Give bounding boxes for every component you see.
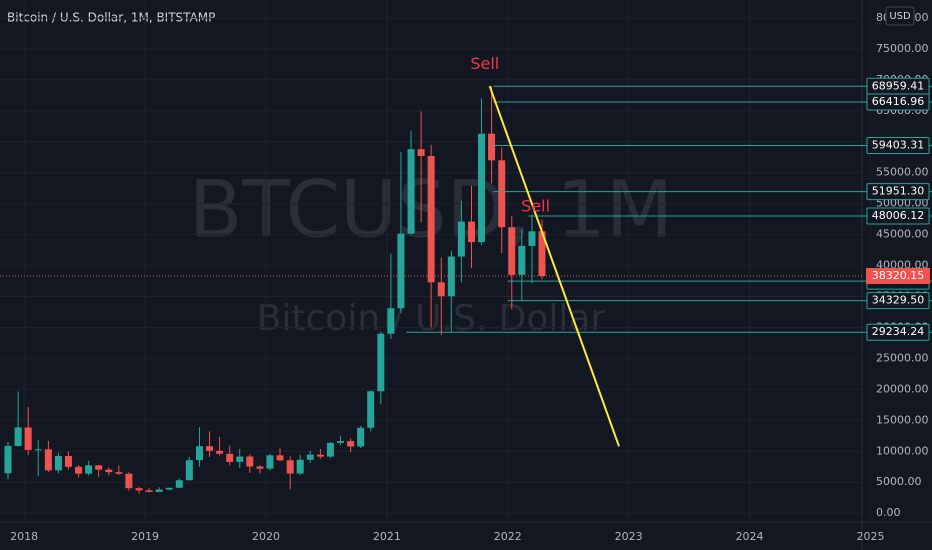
- level-label-box: [866, 323, 930, 341]
- candle-body: [206, 446, 214, 451]
- candle-body: [528, 231, 536, 246]
- candle-body: [457, 221, 465, 257]
- x-tick-label: 2023: [615, 530, 643, 543]
- candle-body: [478, 133, 486, 243]
- candle-body: [246, 456, 254, 467]
- candle-body: [64, 455, 72, 467]
- candle-body: [427, 156, 435, 283]
- candle-body: [538, 231, 546, 276]
- trendline: [488, 85, 620, 447]
- candle-body: [377, 333, 385, 392]
- level-label: 34329.50: [872, 294, 925, 307]
- currency-button-bg[interactable]: [885, 6, 915, 26]
- candle-body: [95, 465, 103, 470]
- candle-body: [417, 149, 425, 156]
- candle-body: [155, 489, 163, 492]
- candle-body: [145, 490, 153, 492]
- last-price-label: 38320.15: [872, 269, 925, 282]
- y-tick-label: 75000.00: [876, 42, 929, 55]
- candle-body: [387, 308, 395, 334]
- y-tick-label: 10000.00: [876, 444, 929, 457]
- level-label-box: [866, 93, 930, 111]
- candle-body: [296, 459, 304, 474]
- x-tick-label: 2019: [131, 530, 159, 543]
- candle-body: [518, 245, 526, 275]
- candle-body: [498, 160, 506, 228]
- candle-body: [488, 133, 496, 161]
- y-tick-label: 5000.00: [876, 475, 922, 488]
- level-label: 66416.96: [872, 95, 925, 108]
- candle-body: [326, 442, 334, 457]
- x-tick-label: 2018: [10, 530, 38, 543]
- candle-body: [125, 473, 133, 489]
- candle-body: [286, 460, 294, 474]
- candle-body: [115, 472, 123, 474]
- y-tick-label: 0.00: [876, 506, 901, 519]
- candle-body: [175, 480, 183, 488]
- candle-body: [105, 469, 113, 473]
- candle-body: [447, 256, 455, 297]
- candle-body: [75, 466, 83, 474]
- level-label-box: [866, 292, 930, 310]
- candle-body: [407, 149, 415, 234]
- candle-body: [195, 446, 203, 461]
- y-tick-label: 15000.00: [876, 413, 929, 426]
- candle-body: [276, 455, 284, 461]
- candle-body: [357, 427, 365, 447]
- candle-body: [85, 465, 93, 474]
- candle-body: [34, 449, 42, 451]
- level-label: 29234.24: [872, 325, 925, 338]
- candle-body: [226, 453, 234, 462]
- y-tick-label: 20000.00: [876, 382, 929, 395]
- candle-body: [216, 450, 224, 454]
- candle-body: [24, 427, 32, 450]
- x-tick-label: 2022: [494, 530, 522, 543]
- level-label: 59403.31: [872, 138, 925, 151]
- candle-body: [336, 441, 344, 443]
- level-label: 51951.30: [872, 185, 925, 198]
- annotation: Sell: [470, 54, 499, 73]
- y-tick-label: 55000.00: [876, 166, 929, 179]
- x-tick-label: 2020: [252, 530, 280, 543]
- level-label-box: [866, 207, 930, 225]
- candle-body: [468, 221, 476, 243]
- candle-body: [256, 466, 264, 469]
- candle-body: [14, 427, 22, 446]
- candle-body: [397, 233, 405, 309]
- last-price-box: [866, 267, 930, 284]
- candle-body: [4, 445, 12, 474]
- level-label: 48006.12: [872, 209, 925, 222]
- candle-body: [165, 487, 173, 490]
- candle-body: [54, 455, 62, 471]
- level-label-box: [866, 136, 930, 154]
- candle-body: [347, 441, 355, 447]
- y-tick-label: 45000.00: [876, 228, 929, 241]
- x-tick-label: 2025: [856, 530, 884, 543]
- annotation: Sell: [521, 196, 550, 215]
- candle-body: [508, 227, 516, 275]
- candle-body: [367, 391, 375, 428]
- candle-body: [135, 488, 143, 491]
- candle-body: [185, 460, 193, 481]
- x-tick-label: 2024: [736, 530, 764, 543]
- y-tick-label: 25000.00: [876, 351, 929, 364]
- level-label-box: [866, 183, 930, 201]
- candle-body: [306, 454, 314, 460]
- candle-body: [236, 456, 244, 462]
- candle-body: [44, 449, 52, 471]
- candle-body: [316, 454, 324, 457]
- candle-body: [266, 455, 274, 469]
- candle-body: [437, 282, 445, 297]
- level-label: 68959.41: [872, 79, 925, 92]
- x-tick-label: 2021: [373, 530, 401, 543]
- currency-button[interactable]: USD: [889, 11, 911, 22]
